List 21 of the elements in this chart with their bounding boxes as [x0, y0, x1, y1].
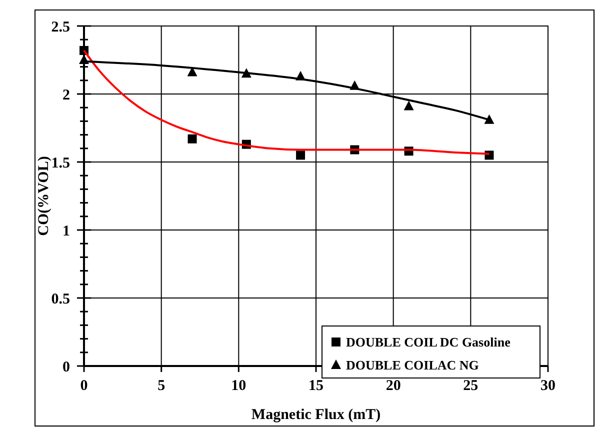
x-tick-label: 0 — [80, 378, 88, 394]
point — [296, 150, 306, 160]
y-tick-label: 1.5 — [51, 155, 70, 172]
x-tick-label: 25 — [463, 378, 478, 394]
point — [404, 100, 414, 110]
x-tick-label: 20 — [386, 378, 401, 394]
x-tick-label: 30 — [540, 378, 556, 394]
y-tick-label: 1 — [62, 223, 70, 240]
y-tick-label: 2.5 — [51, 19, 70, 36]
x-tick-label: 5 — [158, 378, 166, 394]
y-tick-label: 2 — [62, 87, 70, 104]
y-axis-title: CO(%VOL) — [36, 156, 52, 236]
legend-label: DOUBLE COIL DC Gasoline — [346, 334, 511, 350]
point — [188, 134, 197, 144]
point — [484, 114, 494, 124]
x-tick-label: 10 — [231, 378, 246, 394]
legend-label: DOUBLE COILAC NG — [346, 358, 479, 373]
x-axis-title: Magnetic Flux (mT) — [251, 407, 381, 423]
x-tick-label: 15 — [308, 378, 324, 394]
y-tick-label: 0.5 — [51, 291, 70, 308]
y-tick-label: 0 — [62, 359, 70, 376]
